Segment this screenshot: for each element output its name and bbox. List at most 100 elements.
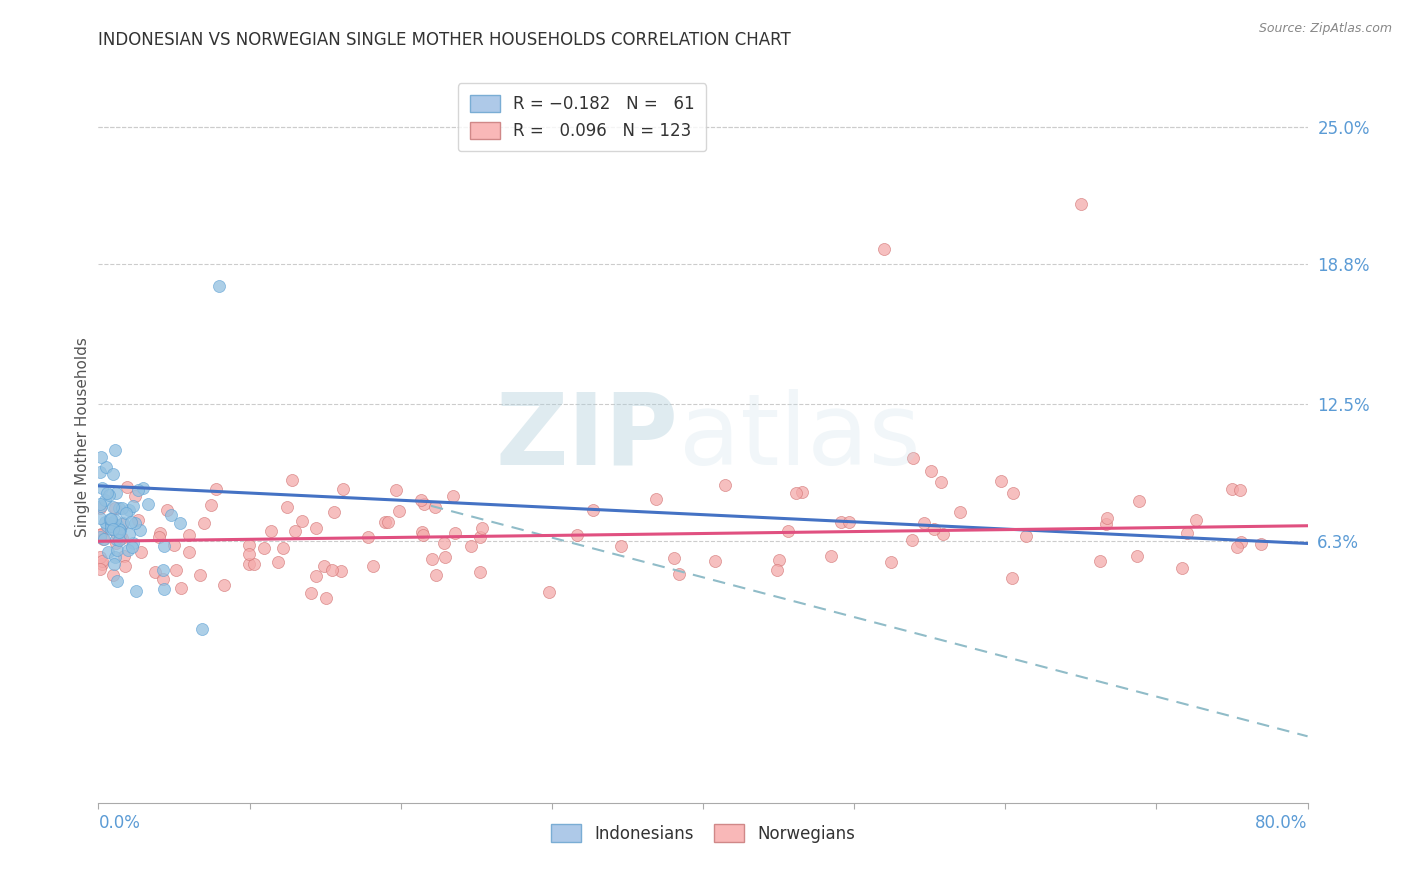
Point (1184, 513, 1206, 527)
Point (321, 563, 343, 577)
Point (873, 242, 896, 256)
Point (470, 530, 492, 544)
Point (96, 518, 118, 533)
Point (93, 532, 115, 546)
Point (100, 516, 122, 531)
Point (98, 512, 121, 526)
Point (315, 591, 337, 605)
Point (271, 541, 294, 555)
Point (820, 549, 842, 563)
Point (1170, 561, 1192, 575)
Text: 80.0%: 80.0% (1256, 814, 1308, 832)
Point (124, 489, 146, 503)
Point (90, 500, 112, 514)
Text: atlas: atlas (679, 389, 921, 485)
Point (361, 558, 384, 573)
Point (110, 500, 132, 515)
Point (100, 512, 122, 526)
Point (115, 480, 138, 494)
Point (713, 478, 735, 492)
Point (468, 565, 491, 579)
Point (97, 488, 120, 502)
Point (920, 464, 942, 478)
Point (990, 475, 1012, 489)
Point (156, 502, 179, 516)
Point (91, 553, 114, 567)
Point (89, 511, 111, 525)
Point (1095, 511, 1118, 525)
Legend: Indonesians, Norwegians: Indonesians, Norwegians (544, 818, 862, 849)
Point (768, 553, 790, 567)
Point (179, 527, 201, 541)
Point (91, 557, 114, 571)
Point (1226, 540, 1249, 554)
Point (103, 557, 125, 571)
Point (1229, 483, 1251, 498)
Point (1095, 516, 1118, 531)
Point (108, 524, 131, 538)
Point (200, 498, 222, 512)
Point (299, 586, 322, 600)
Point (103, 500, 125, 514)
Point (118, 526, 141, 541)
Point (89, 549, 111, 564)
Point (104, 443, 127, 458)
Point (100, 523, 122, 537)
Point (838, 516, 860, 530)
Point (433, 549, 456, 564)
Point (103, 568, 125, 582)
Point (127, 483, 149, 497)
Point (267, 555, 290, 569)
Point (243, 558, 266, 572)
Point (104, 549, 127, 564)
Point (103, 516, 125, 531)
Point (208, 279, 231, 293)
Point (105, 517, 128, 532)
Point (830, 516, 852, 530)
Point (89, 562, 111, 576)
Point (91, 481, 114, 495)
Point (89, 530, 111, 544)
Point (932, 527, 955, 541)
Point (645, 491, 668, 506)
Point (332, 482, 354, 496)
Point (107, 522, 129, 536)
Point (117, 502, 139, 516)
Point (284, 524, 307, 539)
Point (111, 516, 134, 531)
Point (100, 519, 122, 533)
Point (122, 536, 145, 550)
Point (662, 550, 685, 565)
Point (260, 524, 283, 539)
Point (128, 524, 150, 538)
Point (901, 451, 924, 466)
Point (1125, 549, 1147, 564)
Point (143, 565, 166, 579)
Point (1250, 537, 1272, 551)
Point (104, 525, 127, 540)
Point (149, 526, 172, 541)
Point (193, 516, 215, 530)
Point (212, 577, 235, 591)
Point (253, 541, 276, 556)
Point (433, 536, 456, 550)
Point (205, 482, 228, 496)
Point (104, 501, 127, 516)
Point (132, 481, 155, 495)
Point (105, 543, 128, 558)
Point (778, 524, 800, 538)
Point (89, 497, 111, 511)
Point (766, 563, 789, 577)
Point (1128, 494, 1150, 508)
Point (89, 466, 111, 480)
Point (412, 528, 434, 542)
Point (565, 527, 588, 541)
Point (411, 493, 433, 508)
Point (153, 582, 176, 596)
Point (91, 532, 114, 546)
Point (117, 543, 139, 558)
Point (420, 551, 443, 566)
Point (322, 505, 344, 519)
Point (1230, 534, 1253, 549)
Point (188, 568, 211, 582)
